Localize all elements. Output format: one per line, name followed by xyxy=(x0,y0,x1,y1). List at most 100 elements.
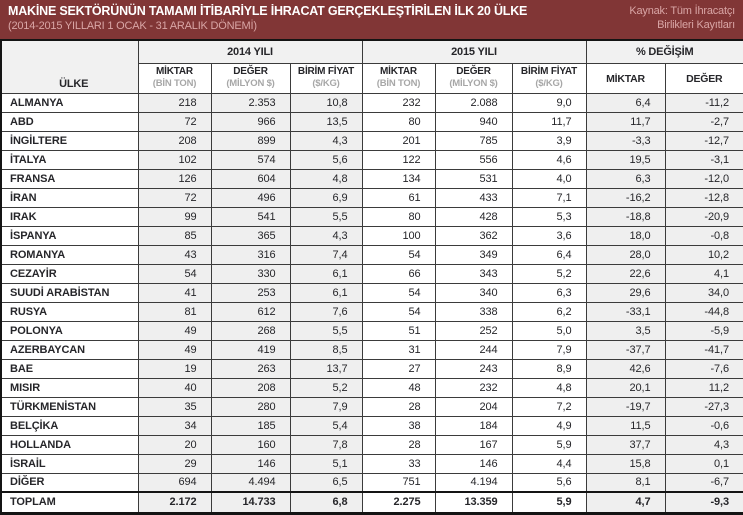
deger-2015-cell: 252 xyxy=(434,320,513,341)
miktar-2015-cell: 54 xyxy=(361,301,436,322)
deger-2014-cell: 419 xyxy=(210,339,291,360)
table-row: BAE 19 263 13,7 27 243 8,9 42,6 -7,6 xyxy=(0,358,743,379)
sub-header-deger-2015: DEĞER (MİLYON $) xyxy=(434,62,513,94)
miktar-2014-cell: 43 xyxy=(137,244,212,265)
pct-deger-cell: -20,9 xyxy=(664,206,743,227)
pct-miktar-cell: 37,7 xyxy=(585,434,666,455)
pct-deger-cell: -41,7 xyxy=(664,339,743,360)
birim-fiyat-2015-cell: 8,9 xyxy=(511,358,587,379)
pct-miktar-cell: 6,3 xyxy=(585,168,666,189)
pct-miktar-cell: 15,8 xyxy=(585,453,666,474)
table-row: ABD 72 966 13,5 80 940 11,7 11,7 -2,7 xyxy=(0,111,743,132)
sub-header-deger-2014: DEĞER (MİLYON $) xyxy=(210,62,291,94)
sub-header-unit: (BİN TON) xyxy=(152,78,197,90)
page-title: MAKİNE SEKTÖRÜNÜN TAMAMI İTİBARİYLE İHRA… xyxy=(8,4,528,18)
deger-2014-cell: 966 xyxy=(210,111,291,132)
country-cell: ROMANYA xyxy=(0,244,139,265)
sub-header-label: MİKTAR xyxy=(380,66,417,78)
deger-2015-cell: 531 xyxy=(434,168,513,189)
birim-fiyat-2014-cell: 5,5 xyxy=(289,320,363,341)
deger-2014-cell: 280 xyxy=(210,396,291,417)
country-cell: POLONYA xyxy=(0,320,139,341)
country-cell: MISIR xyxy=(0,377,139,398)
country-cell: İNGİLTERE xyxy=(0,130,139,151)
group-header-2014: 2014 YILI xyxy=(137,39,363,64)
source-note: Kaynak: Tüm İhracatçı Birlikleri Kayıtla… xyxy=(629,4,735,33)
country-cell: İTALYA xyxy=(0,149,139,170)
pct-deger-cell: 4,1 xyxy=(664,263,743,284)
deger-2014-cell: 2.353 xyxy=(210,92,291,113)
group-header-pct-change: % DEĞİŞİM xyxy=(585,39,743,64)
birim-fiyat-2015-cell: 3,6 xyxy=(511,225,587,246)
deger-2014-cell: 185 xyxy=(210,415,291,436)
deger-2015-cell: 343 xyxy=(434,263,513,284)
miktar-2014-cell: 35 xyxy=(137,396,212,417)
country-cell: IRAK xyxy=(0,206,139,227)
table-row: İSRAİL 29 146 5,1 33 146 4,4 15,8 0,1 xyxy=(0,453,743,474)
pct-miktar-cell: -18,8 xyxy=(585,206,666,227)
birim-fiyat-2015-cell: 11,7 xyxy=(511,111,587,132)
miktar-2015-cell: 54 xyxy=(361,244,436,265)
deger-2015-cell: 167 xyxy=(434,434,513,455)
miktar-2014-cell: 29 xyxy=(137,453,212,474)
birim-fiyat-2015-cell: 4,4 xyxy=(511,453,587,474)
miktar-2014-cell: 218 xyxy=(137,92,212,113)
deger-2015-cell: 556 xyxy=(434,149,513,170)
title-banner: MAKİNE SEKTÖRÜNÜN TAMAMI İTİBARİYLE İHRA… xyxy=(0,0,743,39)
column-header-country: ÜLKE xyxy=(0,39,139,94)
birim-fiyat-2015-cell: 3,9 xyxy=(511,130,587,151)
deger-2015-cell: 243 xyxy=(434,358,513,379)
country-cell: İRAN xyxy=(0,187,139,208)
country-cell: ABD xyxy=(0,111,139,132)
pct-deger-cell: 11,2 xyxy=(664,377,743,398)
deger-2015-cell: 184 xyxy=(434,415,513,436)
group-header-2015: 2015 YILI xyxy=(361,39,587,64)
pct-deger-cell: 4,3 xyxy=(664,434,743,455)
deger-2014-cell: 496 xyxy=(210,187,291,208)
birim-fiyat-2014-cell: 6,8 xyxy=(289,491,363,514)
birim-fiyat-2015-cell: 7,1 xyxy=(511,187,587,208)
birim-fiyat-2015-cell: 7,9 xyxy=(511,339,587,360)
pct-miktar-cell: -3,3 xyxy=(585,130,666,151)
birim-fiyat-2014-cell: 5,6 xyxy=(289,149,363,170)
country-cell: İSPANYA xyxy=(0,225,139,246)
deger-2015-cell: 232 xyxy=(434,377,513,398)
miktar-2014-cell: 208 xyxy=(137,130,212,151)
miktar-2014-cell: 72 xyxy=(137,187,212,208)
miktar-2014-cell: 85 xyxy=(137,225,212,246)
country-cell: HOLLANDA xyxy=(0,434,139,455)
deger-2014-cell: 330 xyxy=(210,263,291,284)
miktar-2014-cell: 81 xyxy=(137,301,212,322)
table-row: AZERBAYCAN 49 419 8,5 31 244 7,9 -37,7 -41,7 xyxy=(0,339,743,360)
birim-fiyat-2014-cell: 5,1 xyxy=(289,453,363,474)
deger-2014-cell: 268 xyxy=(210,320,291,341)
table-row: POLONYA 49 268 5,5 51 252 5,0 3,5 -5,9 xyxy=(0,320,743,341)
deger-2014-cell: 574 xyxy=(210,149,291,170)
source-line-2: Birlikleri Kayıtları xyxy=(657,19,735,32)
source-line-1: Kaynak: Tüm İhracatçı xyxy=(629,5,735,17)
deger-2014-cell: 263 xyxy=(210,358,291,379)
sub-header-label: DEĞER xyxy=(233,66,268,78)
sub-header-label: DEĞER xyxy=(686,73,723,85)
sub-header-unit: (MİLYON $) xyxy=(449,78,498,90)
deger-2014-cell: 208 xyxy=(210,377,291,398)
deger-2014-cell: 604 xyxy=(210,168,291,189)
miktar-2014-cell: 34 xyxy=(137,415,212,436)
sub-header-row: MİKTAR (BİN TON) DEĞER (MİLYON $) BİRİM … xyxy=(1,62,743,94)
sub-header-label: DEĞER xyxy=(456,66,491,78)
pct-deger-cell: -27,3 xyxy=(664,396,743,417)
miktar-2015-cell: 38 xyxy=(361,415,436,436)
birim-fiyat-2015-cell: 4,8 xyxy=(511,377,587,398)
pct-miktar-cell: 6,4 xyxy=(585,92,666,113)
miktar-2014-cell: 40 xyxy=(137,377,212,398)
birim-fiyat-2015-cell: 6,3 xyxy=(511,282,587,303)
country-cell: İSRAİL xyxy=(0,453,139,474)
table-row: MISIR 40 208 5,2 48 232 4,8 20,1 11,2 xyxy=(0,377,743,398)
pct-miktar-cell: 28,0 xyxy=(585,244,666,265)
table-row: IRAK 99 541 5,5 80 428 5,3 -18,8 -20,9 xyxy=(0,206,743,227)
miktar-2015-cell: 232 xyxy=(361,92,436,113)
sub-header-label: MİKTAR xyxy=(606,73,645,85)
miktar-2015-cell: 751 xyxy=(361,472,436,493)
miktar-2015-cell: 134 xyxy=(361,168,436,189)
sub-header-unit: (MİLYON $) xyxy=(226,78,275,90)
